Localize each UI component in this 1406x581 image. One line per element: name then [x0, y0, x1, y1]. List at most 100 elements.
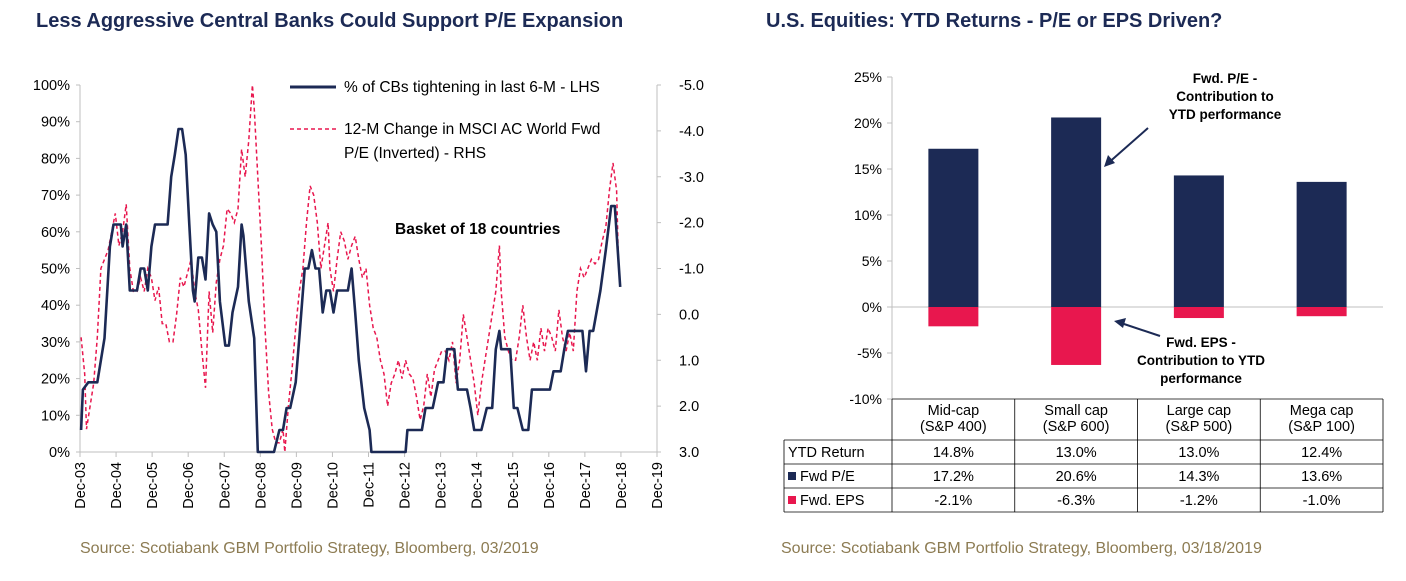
x-tick-label: Dec-15: [506, 462, 522, 509]
right-y-tick-label: -5.0: [679, 78, 704, 94]
bar-y-tick-label: -10%: [849, 391, 882, 407]
right-y-tick-label: 2.0: [679, 399, 699, 415]
x-tick-label: Dec-07: [217, 462, 233, 509]
left-y-tick-label: 90%: [41, 115, 70, 131]
x-tick-label: Dec-06: [181, 462, 197, 509]
left-series-layer: [79, 84, 622, 454]
x-tick-label: Dec-13: [434, 462, 450, 509]
table-column-header: (S&P 100): [1288, 419, 1355, 435]
table-column-header: Small cap: [1044, 403, 1108, 419]
callout-pe-line1: Fwd. P/E -: [1193, 71, 1258, 86]
table-cell: 17.2%: [933, 469, 974, 485]
table-cell: -1.2%: [1180, 493, 1218, 509]
table-column-header: Mega cap: [1290, 403, 1354, 419]
callout-eps-line2: Contribution to YTD: [1137, 353, 1265, 368]
left-line-chart: 100% 90% 80% 70% 60% 50% 40% 30% 20% 10% 0% -5.0 -4.…: [33, 78, 704, 509]
left-y-tick-label: 40%: [41, 298, 70, 314]
legend-label-msci-pe-line1: 12-M Change in MSCI AC World Fwd: [344, 121, 600, 138]
table-cell: 13.0%: [1178, 445, 1219, 461]
table-legend-swatch: [788, 472, 796, 480]
x-tick-label: Dec-16: [542, 462, 558, 509]
right-y-tick-label: 3.0: [679, 445, 699, 461]
left-annotation-basket: Basket of 18 countries: [395, 221, 560, 238]
table-cell: 13.6%: [1301, 469, 1342, 485]
right-y-tick-label: 0.0: [679, 307, 699, 323]
bar-y-tick-label: -5%: [857, 345, 882, 361]
left-legend: % of CBs tightening in last 6-M - LHS 12…: [290, 79, 600, 162]
series-msci-pe-line: [80, 84, 621, 453]
bar-fwd-pe: [1051, 117, 1102, 307]
callout-eps-line1: Fwd. EPS -: [1166, 335, 1236, 350]
x-tick-label: Dec-12: [398, 462, 414, 509]
bar-y-tick-label: 10%: [854, 207, 882, 223]
bar-fwd-eps: [1296, 307, 1347, 317]
table-cell: 14.3%: [1178, 469, 1219, 485]
right-y-tick-label: -2.0: [679, 216, 704, 232]
callout-eps-line3: performance: [1160, 371, 1242, 386]
legend-label-msci-pe-line2: P/E (Inverted) - RHS: [344, 145, 486, 162]
bar-fwd-eps: [928, 307, 979, 327]
left-y-tick-label: 100%: [33, 78, 70, 94]
left-y-tick-label: 10%: [41, 408, 70, 424]
table-column-header: Mid-cap: [928, 403, 980, 419]
callout-pe-line3: YTD performance: [1169, 107, 1282, 122]
x-tick-label: Dec-10: [325, 462, 341, 509]
x-tick-label: Dec-04: [109, 462, 125, 509]
table-cell: 12.4%: [1301, 445, 1342, 461]
x-tick-label: Dec-18: [614, 462, 630, 509]
callout-eps: Fwd. EPS - Contribution to YTD performan…: [1114, 318, 1265, 386]
x-tick-label: Dec-14: [470, 462, 486, 509]
right-source-note: Source: Scotiabank GBM Portfolio Strateg…: [781, 540, 1262, 557]
bar-y-tick-label: 15%: [854, 161, 882, 177]
table-row-label: Fwd. EPS: [800, 493, 864, 509]
x-tick-label: Dec-05: [145, 462, 161, 509]
left-y-tick-label: 20%: [41, 372, 70, 388]
bar-y-tick-label: 25%: [854, 69, 882, 85]
right-data-table: Mid-cap(S&P 400) Small cap(S&P 600) Large …: [783, 398, 1384, 513]
right-y-tick-label: -4.0: [679, 124, 704, 140]
callout-pe-line2: Contribution to: [1176, 89, 1273, 104]
bar-y-tick-label: 20%: [854, 115, 882, 131]
left-y-tick-label: 30%: [41, 335, 70, 351]
table-cell: -2.1%: [934, 493, 972, 509]
right-bar-chart: 25% 20% 15% 10% 5% 0% -5% -10% Fwd. P/E - Contr…: [783, 69, 1384, 513]
callout-pe-arrow: [1105, 127, 1149, 166]
table-cell: 14.8%: [933, 445, 974, 461]
table-column-header: Large cap: [1167, 403, 1232, 419]
right-y-tick-label: -1.0: [679, 262, 704, 278]
table-column-header: (S&P 500): [1166, 419, 1233, 435]
right-axes: 25% 20% 15% 10% 5% 0% -5% -10%: [849, 69, 1383, 407]
left-axes: 100% 90% 80% 70% 60% 50% 40% 30% 20% 10% 0% -5.0 -4.…: [33, 78, 704, 509]
table-row-label: Fwd P/E: [800, 469, 855, 485]
table-cell: 20.6%: [1056, 469, 1097, 485]
callout-eps-arrow: [1117, 321, 1161, 337]
bar-fwd-pe: [1173, 175, 1224, 307]
bar-y-tick-label: 0%: [862, 299, 882, 315]
table-row-label: YTD Return: [788, 445, 865, 461]
bar-fwd-eps: [1051, 307, 1102, 365]
table-cell: -1.0%: [1303, 493, 1341, 509]
right-bars-layer: [928, 117, 1347, 365]
callout-pe-arrowhead: [1104, 155, 1115, 167]
table-cell: 13.0%: [1056, 445, 1097, 461]
left-y-tick-label: 50%: [41, 262, 70, 278]
bar-fwd-pe: [928, 148, 979, 307]
x-tick-label: Dec-11: [362, 462, 378, 508]
callout-pe: Fwd. P/E - Contribution to YTD performan…: [1104, 71, 1282, 167]
left-y-tick-label: 80%: [41, 151, 70, 167]
right-y-tick-label: 1.0: [679, 353, 699, 369]
right-chart-title: U.S. Equities: YTD Returns - P/E or EPS …: [766, 10, 1223, 32]
table-cell: -6.3%: [1057, 493, 1095, 509]
table-legend-swatch: [788, 496, 796, 504]
x-tick-label: Dec-09: [289, 462, 305, 509]
bar-fwd-eps: [1173, 307, 1224, 319]
left-y-tick-label: 0%: [49, 445, 70, 461]
x-tick-label: Dec-03: [73, 462, 89, 509]
legend-label-cb-tightening: % of CBs tightening in last 6-M - LHS: [344, 79, 600, 96]
left-source-note: Source: Scotiabank GBM Portfolio Strateg…: [80, 540, 539, 557]
left-y-tick-label: 60%: [41, 225, 70, 241]
series-cb-tightening-line: [79, 127, 622, 454]
left-chart-title: Less Aggressive Central Banks Could Supp…: [36, 10, 624, 32]
left-y-tick-label: 70%: [41, 188, 70, 204]
bar-y-tick-label: 5%: [862, 253, 882, 269]
